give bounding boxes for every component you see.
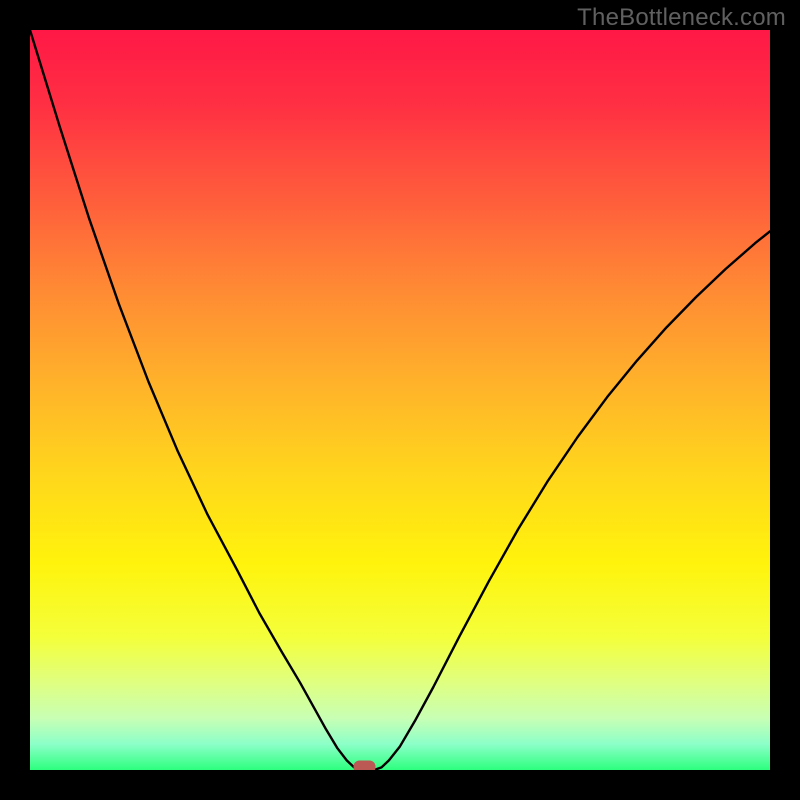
- bottleneck-chart: [0, 0, 800, 800]
- watermark-text: TheBottleneck.com: [577, 4, 786, 32]
- optimum-marker: [353, 761, 375, 774]
- gradient-background: [30, 30, 770, 770]
- outer-frame: TheBottleneck.com: [0, 0, 800, 800]
